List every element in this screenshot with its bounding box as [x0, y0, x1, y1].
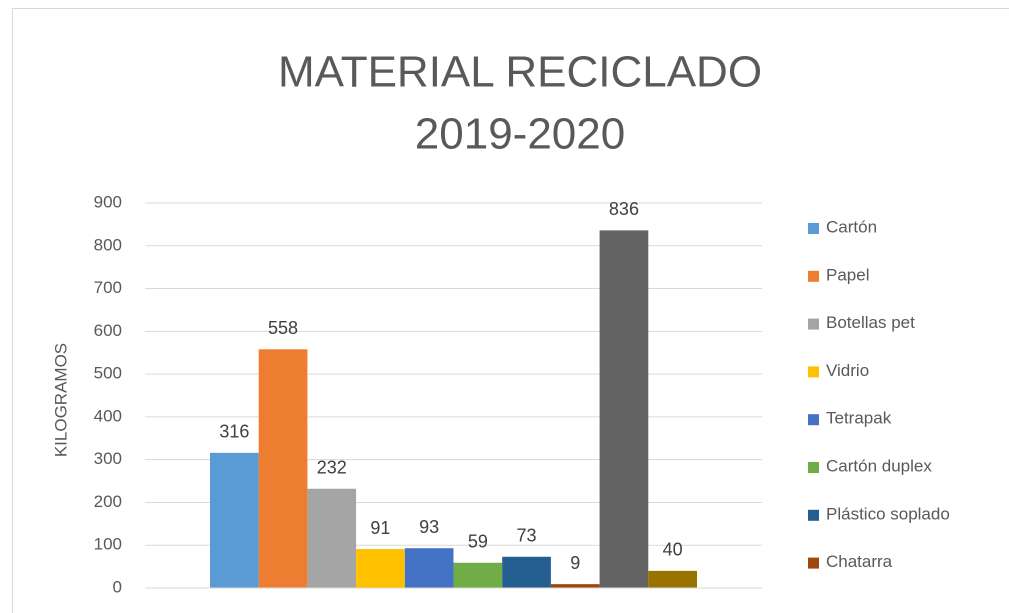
bar — [210, 452, 259, 588]
bar — [550, 584, 600, 588]
data-label: 91 — [370, 518, 390, 538]
legend-swatch — [808, 462, 819, 473]
legend-label: Tetrapak — [826, 409, 892, 428]
legend-swatch — [808, 270, 819, 282]
legend-swatch — [808, 509, 819, 521]
y-tick-label: 0 — [113, 577, 122, 596]
y-tick-label: 500 — [94, 364, 122, 383]
bar — [258, 349, 308, 588]
data-label: 40 — [663, 540, 683, 560]
data-label: 73 — [517, 526, 537, 546]
legend-swatch — [808, 223, 819, 234]
bar — [307, 488, 357, 588]
y-tick-label: 700 — [94, 278, 122, 297]
y-tick-label: 300 — [94, 449, 122, 468]
data-label: 59 — [468, 532, 488, 552]
legend-label: Plástico soplado — [826, 504, 950, 523]
data-label: 232 — [317, 458, 347, 478]
chart-title: 2019-2020 — [415, 110, 625, 159]
data-label: 558 — [268, 318, 298, 338]
y-tick-label: 100 — [94, 535, 122, 554]
bar — [404, 548, 454, 588]
legend-swatch — [808, 318, 819, 330]
bar — [453, 562, 503, 588]
y-axis-label: KILOGRAMOS — [51, 343, 70, 457]
bar — [356, 549, 405, 588]
legend-label: Cartón — [826, 217, 877, 236]
legend-label: Cartón duplex — [826, 456, 932, 475]
legend-label: Vidrio — [826, 361, 869, 380]
legend-label: Papel — [826, 265, 869, 284]
bar — [648, 570, 697, 588]
y-tick-label: 900 — [94, 192, 122, 211]
bar — [599, 230, 649, 588]
y-tick-label: 400 — [94, 406, 122, 425]
chart-title: MATERIAL RECICLADO — [278, 48, 762, 97]
legend-label: Chatarra — [826, 552, 893, 571]
y-tick-label: 200 — [94, 492, 122, 511]
data-label: 9 — [570, 553, 580, 573]
legend-swatch — [808, 414, 819, 426]
legend-swatch — [808, 557, 819, 569]
data-label: 93 — [419, 517, 439, 537]
bar — [502, 556, 551, 588]
legend-swatch — [808, 366, 819, 378]
legend-label: Botellas pet — [826, 313, 915, 332]
chart-frame — [12, 8, 1009, 613]
y-tick-label: 600 — [94, 321, 122, 340]
y-tick-label: 800 — [94, 235, 122, 254]
data-label: 836 — [609, 199, 639, 219]
data-label: 316 — [219, 422, 249, 442]
